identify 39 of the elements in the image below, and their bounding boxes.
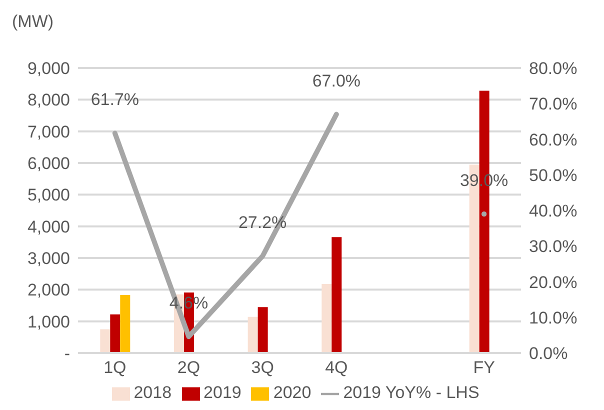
y-axis-title: (MW) [12, 12, 54, 32]
y2-tick-label: 80.0% [529, 59, 578, 78]
y-tick-label: - [64, 344, 70, 364]
y2-tick-label: 0.0% [529, 344, 568, 364]
y2-tick-label: 30.0% [529, 237, 578, 256]
y2-tick-label: 60.0% [529, 130, 578, 150]
bar [258, 307, 268, 353]
data-label: 27.2% [238, 213, 287, 232]
y2-tick-label: 10.0% [529, 308, 578, 328]
y-tick-label: 6,000 [27, 154, 70, 174]
y2-tick-label: 50.0% [529, 166, 578, 185]
legend-label: 2019 YoY% - LHS [343, 383, 480, 402]
y-tick-label: 9,000 [27, 59, 70, 78]
y-tick-label: 8,000 [27, 90, 70, 110]
y2-tick-label: 40.0% [529, 202, 578, 221]
bar [248, 316, 258, 353]
x-tick-label: 3Q [251, 358, 274, 378]
x-tick-label: 4Q [325, 358, 348, 378]
y-tick-label: 3,000 [27, 249, 70, 268]
data-label: 61.7% [90, 90, 140, 110]
bar [100, 329, 110, 353]
x-tick-label: 1Q [104, 358, 126, 378]
y-tick-label: 4,000 [27, 217, 70, 236]
y2-tick-label: 70.0% [529, 94, 578, 114]
bar [120, 295, 130, 353]
y-tick-label: 5,000 [27, 186, 70, 205]
y2-tick-label: 20.0% [529, 272, 578, 292]
bar [332, 237, 342, 353]
y-tick-label: 2,000 [27, 280, 70, 300]
legend-label: 2018 [134, 383, 172, 402]
data-label: 67.0% [312, 71, 361, 90]
legend-label: 2020 [273, 383, 312, 402]
y-tick-label: 7,000 [27, 122, 70, 142]
legend-label: 2019 [204, 383, 242, 402]
y-tick-label: 1,000 [27, 312, 70, 332]
bar [110, 314, 120, 353]
x-tick-label: 2Q [177, 358, 200, 378]
x-tick-label: FY [473, 358, 495, 378]
bar [322, 284, 332, 353]
